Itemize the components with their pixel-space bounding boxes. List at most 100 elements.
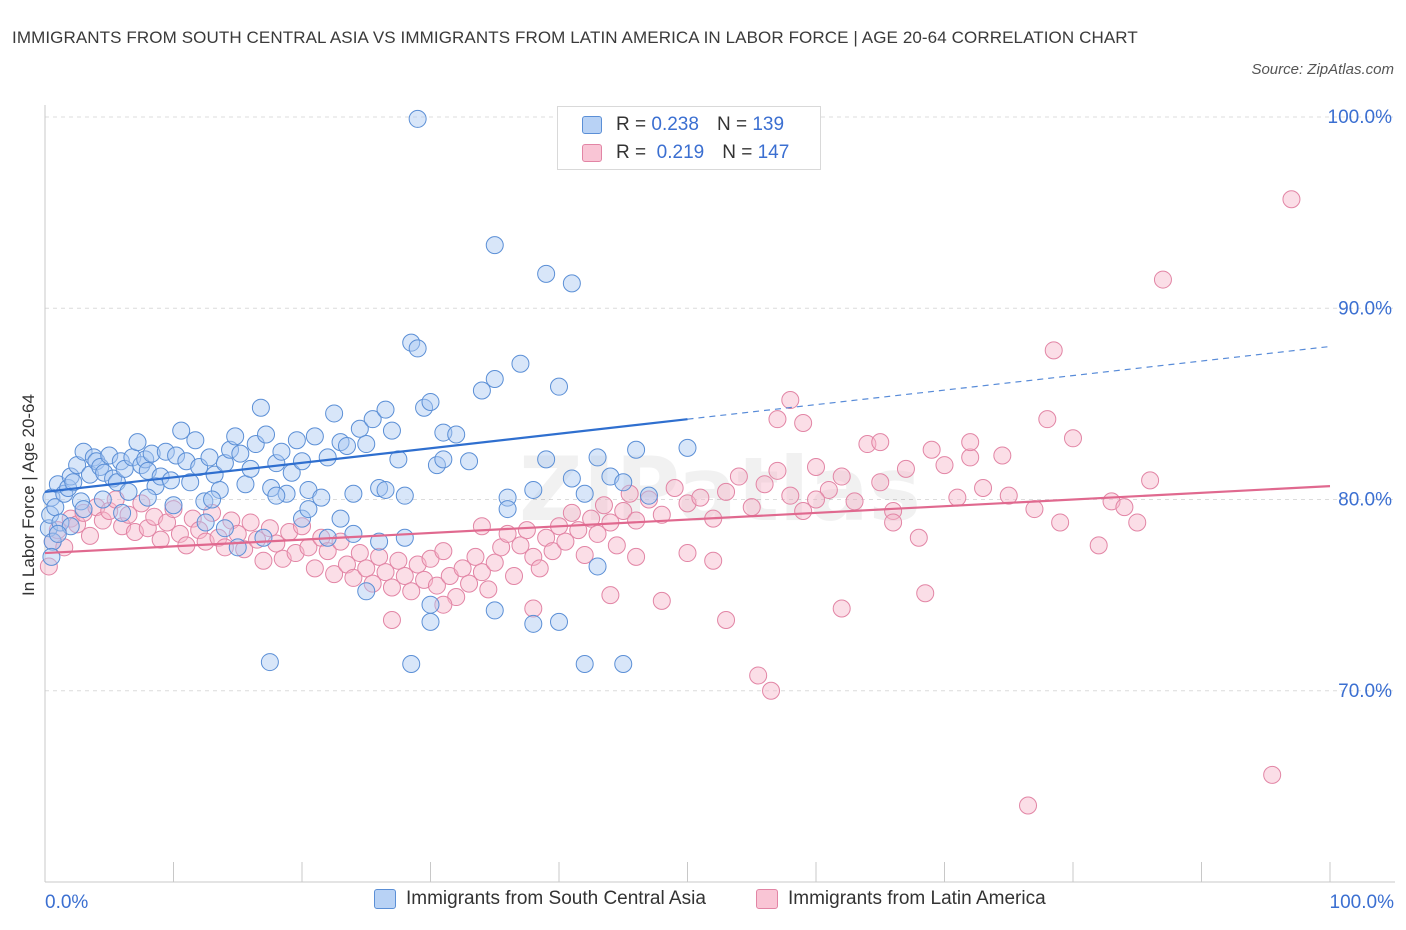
point-south-central-asia: [370, 532, 389, 551]
point-south-central-asia: [64, 473, 83, 492]
point-latin-america: [318, 542, 337, 561]
point-south-central-asia: [537, 450, 556, 469]
point-south-central-asia: [511, 354, 530, 373]
point-latin-america: [138, 519, 157, 538]
point-latin-america: [382, 610, 401, 629]
point-south-central-asia: [257, 425, 276, 444]
legend-r-label: R =: [616, 114, 647, 135]
y-axis-title: In Labor Force | Age 20-64: [19, 394, 38, 596]
point-south-central-asia: [287, 431, 306, 450]
point-latin-america: [1153, 270, 1172, 289]
point-latin-america: [241, 513, 260, 532]
point-south-central-asia: [363, 410, 382, 429]
point-latin-america: [524, 547, 543, 566]
point-south-central-asia: [614, 473, 633, 492]
point-south-central-asia: [48, 524, 67, 543]
point-south-central-asia: [350, 419, 369, 438]
point-south-central-asia: [267, 454, 286, 473]
point-south-central-asia: [382, 421, 401, 440]
point-south-central-asia: [678, 438, 697, 457]
point-south-central-asia: [498, 500, 517, 519]
series-name-blue: Immigrants from South Central Asia: [406, 888, 706, 909]
chart-title: IMMIGRANTS FROM SOUTH CENTRAL ASIA VS IM…: [12, 28, 1138, 47]
point-south-central-asia: [376, 480, 395, 499]
point-south-central-asia: [221, 440, 240, 459]
point-south-central-asia: [312, 488, 331, 507]
y-tick-label: 100.0%: [1328, 107, 1393, 128]
series-legend-pink: Immigrants from Latin America: [756, 888, 1046, 910]
point-south-central-asia: [128, 433, 147, 452]
point-latin-america: [729, 467, 748, 486]
point-latin-america: [1282, 190, 1301, 209]
point-latin-america: [961, 448, 980, 467]
point-south-central-asia: [236, 475, 255, 494]
legend-swatch-blue: [582, 116, 602, 134]
point-latin-america: [922, 440, 941, 459]
y-tick-label: 80.0%: [1338, 490, 1392, 511]
point-latin-america: [652, 505, 671, 524]
point-south-central-asia: [203, 490, 222, 509]
point-latin-america: [453, 559, 472, 578]
point-latin-america: [305, 559, 324, 578]
point-latin-america: [1115, 498, 1134, 517]
point-south-central-asia: [156, 442, 175, 461]
point-latin-america: [485, 553, 504, 572]
point-latin-america: [164, 500, 183, 519]
point-latin-america: [395, 567, 414, 585]
point-latin-america: [1089, 536, 1108, 555]
point-south-central-asia: [614, 654, 633, 673]
point-south-central-asia: [172, 421, 191, 440]
point-latin-america: [1141, 471, 1160, 490]
source-label: Source: ZipAtlas.com: [1251, 61, 1394, 78]
point-latin-america: [466, 547, 485, 566]
x-tick-label-min: 0.0%: [45, 892, 88, 913]
point-south-central-asia: [344, 524, 363, 543]
series-legend: Immigrants from South Central Asia Immig…: [0, 888, 1406, 916]
point-latin-america: [871, 473, 890, 492]
point-latin-america: [691, 488, 710, 507]
point-latin-america: [794, 501, 813, 520]
x-tick-label-max: 100.0%: [1330, 892, 1395, 913]
point-south-central-asia: [357, 582, 376, 601]
point-latin-america: [845, 492, 864, 511]
point-latin-america: [556, 532, 575, 551]
point-latin-america: [389, 551, 408, 570]
point-latin-america: [235, 540, 254, 559]
axes: [44, 105, 1395, 883]
point-latin-america: [832, 467, 851, 486]
trend-line-projection: [687, 345, 1331, 420]
point-latin-america: [974, 479, 993, 498]
point-latin-america: [350, 544, 369, 563]
point-south-central-asia: [74, 500, 93, 519]
gridlines: [45, 116, 1395, 692]
point-latin-america: [935, 456, 954, 475]
point-latin-america: [755, 475, 774, 494]
point-south-central-asia: [318, 448, 337, 467]
point-south-central-asia: [161, 471, 180, 490]
point-south-central-asia: [485, 601, 504, 620]
point-latin-america: [479, 580, 498, 599]
point-latin-america: [614, 501, 633, 520]
point-latin-america: [325, 565, 344, 584]
point-latin-america: [819, 480, 838, 499]
point-latin-america: [170, 524, 189, 543]
point-south-central-asia: [395, 486, 414, 505]
point-south-central-asia: [100, 446, 119, 465]
point-latin-america: [248, 530, 267, 549]
point-south-central-asia: [550, 377, 568, 396]
legend-row-blue: R = 0.238 N = 139: [582, 113, 784, 137]
point-south-central-asia: [215, 519, 234, 538]
legend-n-value: 147: [757, 142, 790, 163]
point-latin-america: [742, 498, 761, 517]
point-latin-america: [80, 526, 99, 545]
point-south-central-asia: [344, 484, 363, 503]
point-south-central-asia: [299, 500, 318, 519]
point-south-central-asia: [226, 427, 245, 446]
y-tick-label: 90.0%: [1338, 298, 1392, 319]
point-latin-america: [627, 547, 646, 566]
point-south-central-asia: [421, 612, 440, 631]
point-latin-america: [190, 521, 209, 540]
point-south-central-asia: [228, 538, 247, 557]
point-south-central-asia: [272, 442, 291, 461]
